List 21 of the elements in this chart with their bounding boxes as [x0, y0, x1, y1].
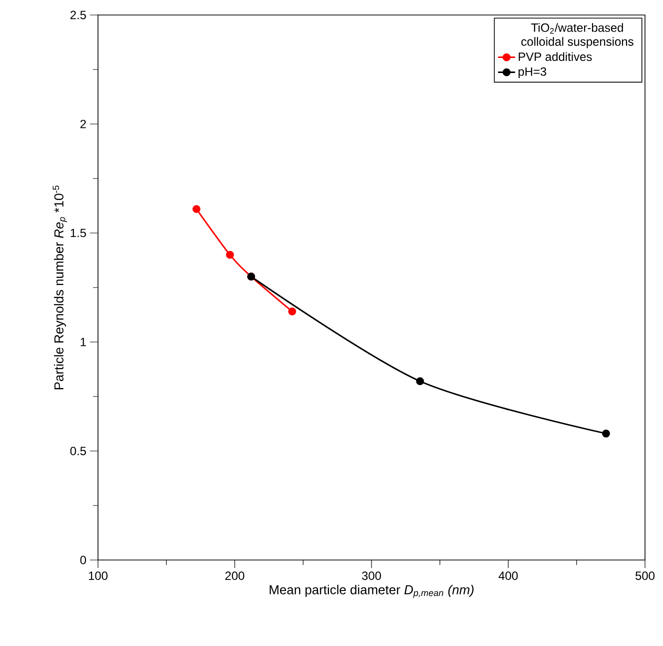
x-tick-label: 100: [88, 572, 108, 580]
text: Particle Reynolds number Re$_{p}$ *10$^{-5}$: [52, 186, 68, 390]
legend-title: TiO$_{2}$/water-based colloidal suspensions: [521, 23, 634, 48]
y-tick-label: 1: [80, 338, 86, 346]
y-tick-label: 0.5: [70, 446, 86, 456]
point: [226, 250, 234, 259]
legend-label: PVP additives: [518, 52, 592, 61]
point: [192, 205, 200, 213]
y-tick-label: 0: [80, 556, 86, 564]
point: [602, 430, 610, 438]
x-tick-label: 500: [636, 572, 655, 580]
point: [416, 377, 424, 386]
text: Mean particle diameter D$_{p,mean}$ (nm): [270, 584, 474, 598]
x-tick-label: 400: [498, 572, 518, 580]
x-tick-label: 300: [362, 572, 382, 580]
y-tick-label: 2: [80, 120, 86, 128]
point: [288, 308, 296, 316]
y-tick-label: 1.5: [70, 228, 86, 238]
legend-label: pH=3: [518, 67, 546, 78]
y-tick-label: 2.5: [70, 10, 86, 20]
x-tick-label: 200: [225, 572, 244, 580]
